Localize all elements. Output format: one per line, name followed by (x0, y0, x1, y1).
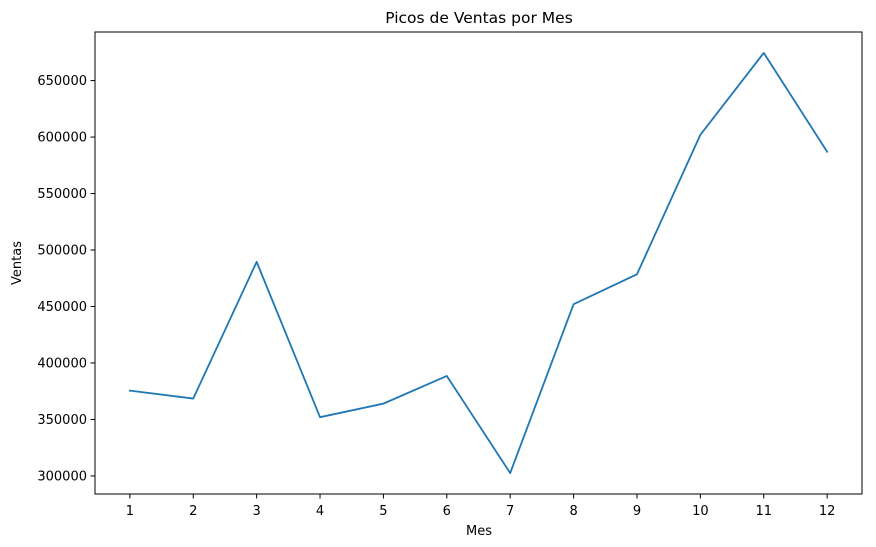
y-tick-label: 600000 (37, 131, 87, 146)
y-tick-label: 650000 (37, 74, 87, 89)
x-tick-label: 11 (755, 504, 772, 519)
y-tick-label: 300000 (37, 469, 87, 484)
plot-area (128, 52, 829, 475)
y-tick-label: 350000 (37, 413, 87, 428)
x-tick-label: 1 (126, 504, 134, 519)
series-line (128, 52, 829, 475)
x-tick-label: 6 (443, 504, 451, 519)
x-tick-label: 4 (316, 504, 324, 519)
y-axis-label: Ventas (10, 241, 25, 285)
x-axis: 1 2 3 4 5 6 7 8 9 10 11 12 (126, 494, 836, 519)
plot-frame (94, 31, 863, 495)
x-tick-label: 2 (189, 504, 197, 519)
x-tick-label: 9 (633, 504, 641, 519)
y-tick-label: 400000 (37, 356, 87, 371)
y-tick-label: 450000 (37, 300, 87, 315)
x-tick-label: 12 (819, 504, 836, 519)
x-tick-label: 3 (252, 504, 260, 519)
x-tick-label: 5 (379, 504, 387, 519)
y-tick-label: 500000 (37, 244, 87, 259)
x-axis-label: Mes (466, 524, 492, 539)
y-tick-label: 550000 (37, 187, 87, 202)
chart-title: Picos de Ventas por Mes (385, 9, 573, 27)
x-tick-label: 10 (692, 504, 709, 519)
y-axis: 300000 350000 400000 450000 500000 550000 6000… (37, 74, 95, 484)
x-tick-label: 7 (506, 504, 514, 519)
x-tick-label: 8 (569, 504, 577, 519)
